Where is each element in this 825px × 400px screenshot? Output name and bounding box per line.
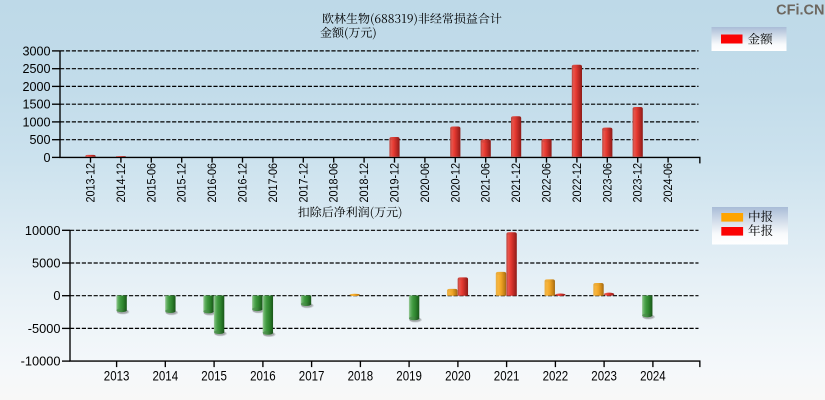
svg-text:2020: 2020 bbox=[445, 368, 471, 383]
svg-text:2020-12: 2020-12 bbox=[448, 163, 462, 203]
svg-text:2023-06: 2023-06 bbox=[600, 163, 614, 203]
svg-text:2023: 2023 bbox=[591, 368, 617, 383]
svg-text:2015: 2015 bbox=[201, 368, 227, 383]
svg-text:2000: 2000 bbox=[22, 80, 50, 94]
svg-text:2018-06: 2018-06 bbox=[327, 163, 341, 203]
svg-text:2021: 2021 bbox=[494, 368, 520, 383]
svg-text:2022: 2022 bbox=[543, 368, 569, 383]
svg-text:10000: 10000 bbox=[25, 223, 61, 238]
svg-text:1000: 1000 bbox=[22, 115, 50, 129]
svg-text:2013: 2013 bbox=[104, 368, 130, 383]
svg-text:3000: 3000 bbox=[22, 44, 50, 58]
svg-text:2017: 2017 bbox=[299, 368, 325, 383]
svg-text:2024-06: 2024-06 bbox=[661, 163, 675, 203]
svg-text:2018: 2018 bbox=[348, 368, 374, 383]
svg-text:2016-12: 2016-12 bbox=[236, 163, 250, 203]
svg-text:2021-12: 2021-12 bbox=[509, 163, 523, 203]
svg-text:2019: 2019 bbox=[396, 368, 422, 383]
svg-text:2022-06: 2022-06 bbox=[540, 163, 554, 203]
svg-text:2020-06: 2020-06 bbox=[418, 163, 432, 203]
svg-text:-10000: -10000 bbox=[21, 354, 61, 369]
svg-text:2017-12: 2017-12 bbox=[296, 163, 310, 203]
svg-text:2022-12: 2022-12 bbox=[570, 163, 584, 203]
svg-text:500: 500 bbox=[29, 133, 50, 147]
svg-text:2017-06: 2017-06 bbox=[266, 163, 280, 203]
svg-text:1500: 1500 bbox=[22, 98, 50, 112]
svg-text:2014: 2014 bbox=[153, 368, 179, 383]
svg-text:-5000: -5000 bbox=[28, 321, 61, 336]
svg-text:5000: 5000 bbox=[32, 256, 60, 271]
svg-text:2500: 2500 bbox=[22, 62, 50, 76]
svg-text:2013-12: 2013-12 bbox=[84, 163, 98, 203]
svg-text:2015-12: 2015-12 bbox=[175, 163, 189, 203]
svg-text:2016-06: 2016-06 bbox=[205, 163, 219, 203]
svg-text:2024: 2024 bbox=[640, 368, 666, 383]
svg-text:0: 0 bbox=[53, 288, 60, 303]
svg-text:2015-06: 2015-06 bbox=[144, 163, 158, 203]
svg-text:2014-12: 2014-12 bbox=[114, 163, 128, 203]
svg-text:2018-12: 2018-12 bbox=[357, 163, 371, 203]
svg-text:0: 0 bbox=[43, 151, 50, 165]
svg-text:CFi.CN: CFi.CN bbox=[776, 3, 824, 19]
svg-text:2021-06: 2021-06 bbox=[479, 163, 493, 203]
svg-text:2019-12: 2019-12 bbox=[388, 163, 402, 203]
svg-text:2023-12: 2023-12 bbox=[631, 163, 645, 203]
svg-text:2016: 2016 bbox=[250, 368, 276, 383]
